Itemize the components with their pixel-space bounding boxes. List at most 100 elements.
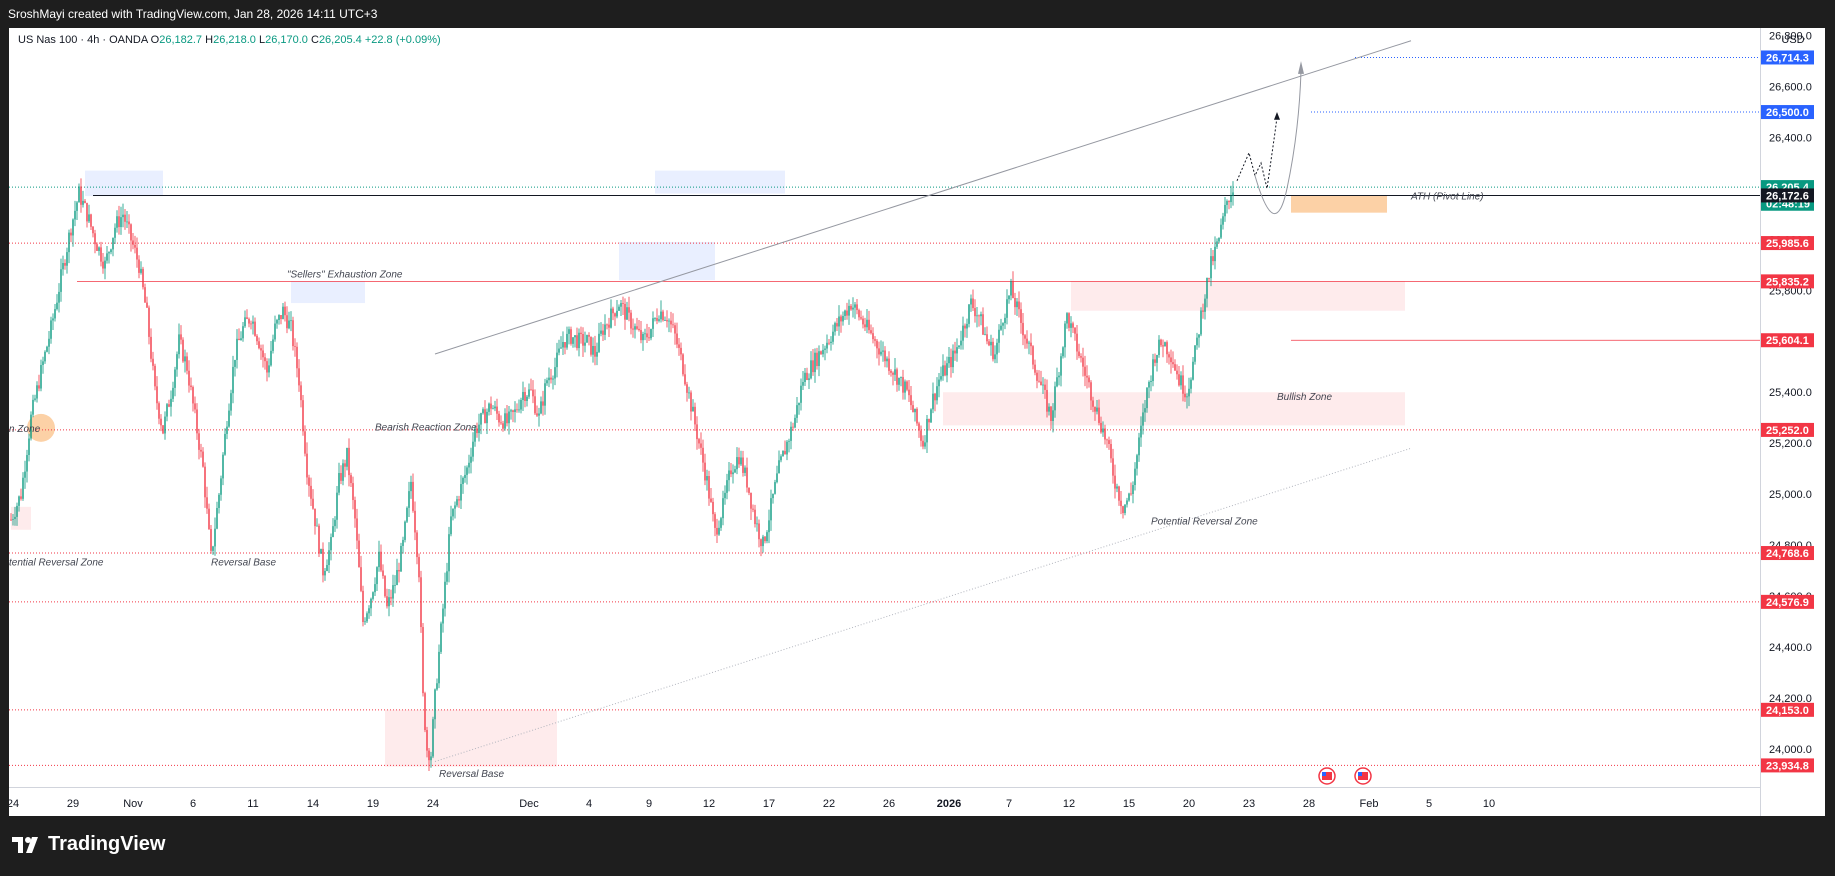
candle: [1218, 237, 1220, 244]
candle-body: [412, 481, 414, 511]
candle-body: [1182, 375, 1184, 394]
candle: [230, 389, 232, 416]
candle-body: [1120, 500, 1122, 507]
candle-body: [728, 470, 730, 481]
time-tick: 5: [1426, 798, 1432, 810]
candle: [530, 378, 532, 391]
candle: [712, 497, 714, 522]
candle-body: [290, 320, 292, 322]
candle-body: [1122, 506, 1124, 514]
candle-body: [952, 350, 954, 368]
candle: [394, 575, 396, 594]
candle-body: [330, 537, 332, 551]
candle-body: [160, 418, 162, 426]
price-badge-bg: [1761, 758, 1814, 773]
candle-body: [340, 473, 342, 481]
candle: [1046, 379, 1048, 418]
candle-body: [706, 476, 708, 481]
candle: [958, 345, 960, 350]
candle: [926, 414, 928, 454]
candle-body: [1100, 422, 1102, 433]
candle: [610, 299, 612, 329]
candle-body: [462, 477, 464, 485]
candle: [854, 302, 856, 319]
candle-body: [264, 357, 266, 362]
candle: [742, 450, 744, 477]
candle-body: [768, 520, 770, 533]
time-tick: 26: [883, 798, 895, 810]
candle-body: [512, 410, 514, 413]
candle-body: [358, 540, 360, 568]
candle: [526, 394, 528, 407]
candle-body: [278, 315, 280, 321]
candle: [1132, 481, 1134, 504]
candle: [474, 425, 476, 447]
trendline-upper: [434, 40, 1412, 355]
candle: [1198, 334, 1200, 348]
candle-body: [566, 333, 568, 348]
flag-body: [1358, 772, 1368, 780]
candle: [96, 242, 98, 251]
candle: [996, 338, 998, 364]
candle-body: [1070, 323, 1072, 328]
candle: [496, 398, 498, 420]
candle: [778, 450, 780, 474]
candle-body: [1224, 204, 1226, 217]
candle-body: [312, 498, 314, 509]
candle: [1174, 359, 1176, 371]
candle: [964, 323, 966, 338]
candle-body: [1092, 400, 1094, 407]
candle: [468, 454, 470, 474]
candle: [172, 381, 174, 403]
candle: [648, 327, 650, 341]
candle: [670, 311, 672, 333]
candle: [548, 367, 550, 388]
candle-body: [844, 310, 846, 316]
candle-body: [198, 433, 200, 450]
candle: [430, 751, 432, 768]
candle: [882, 341, 884, 362]
candle: [292, 316, 294, 351]
candle-body: [260, 348, 262, 351]
candle: [1192, 357, 1194, 381]
plot-area[interactable]: ATH (Pivot Line) "Sellers" Exhaustion Zon…: [9, 28, 1760, 787]
candle: [708, 470, 710, 506]
candle-body: [682, 354, 684, 375]
candle-body: [202, 451, 204, 467]
candle: [1080, 353, 1082, 363]
candle: [824, 345, 826, 361]
candle: [1092, 396, 1094, 413]
candle-body: [940, 376, 942, 380]
candle: [296, 342, 298, 378]
candle-body: [482, 409, 484, 414]
candle: [380, 544, 382, 573]
candle-body: [630, 312, 632, 329]
candle-body: [804, 372, 806, 382]
candle-body: [1052, 410, 1054, 421]
candle-body: [634, 326, 636, 330]
candle: [1200, 307, 1202, 337]
price-axis[interactable]: USD 26,800.026,600.026,400.026,200.026,0…: [1760, 28, 1825, 816]
candle: [770, 489, 772, 531]
candle-body: [1176, 370, 1178, 375]
zone-top-left: [85, 170, 163, 197]
candle: [148, 305, 150, 345]
legend-open: 26,182.7: [159, 34, 203, 46]
candle-body: [1200, 310, 1202, 335]
candle: [1168, 351, 1170, 365]
candle-body: [178, 334, 180, 355]
candle-body: [852, 307, 854, 310]
candle-body: [154, 365, 156, 387]
candle: [278, 314, 280, 325]
zone-sellers: [291, 281, 365, 304]
zone-left-small: [11, 506, 31, 530]
candle: [386, 588, 388, 609]
candle: [924, 435, 926, 450]
time-axis[interactable]: 24 29 Nov 6 11 14 19 24 Dec 4 9 12 17 22 26 2026 7 12 15 20…: [9, 787, 1760, 816]
candle-body: [544, 383, 546, 406]
candle-body: [1044, 384, 1046, 390]
candle: [22, 472, 24, 501]
candle: [1224, 196, 1226, 222]
candle: [984, 327, 986, 336]
chart-svg[interactable]: ATH (Pivot Line) "Sellers" Exhaustion Zon…: [9, 28, 1760, 787]
